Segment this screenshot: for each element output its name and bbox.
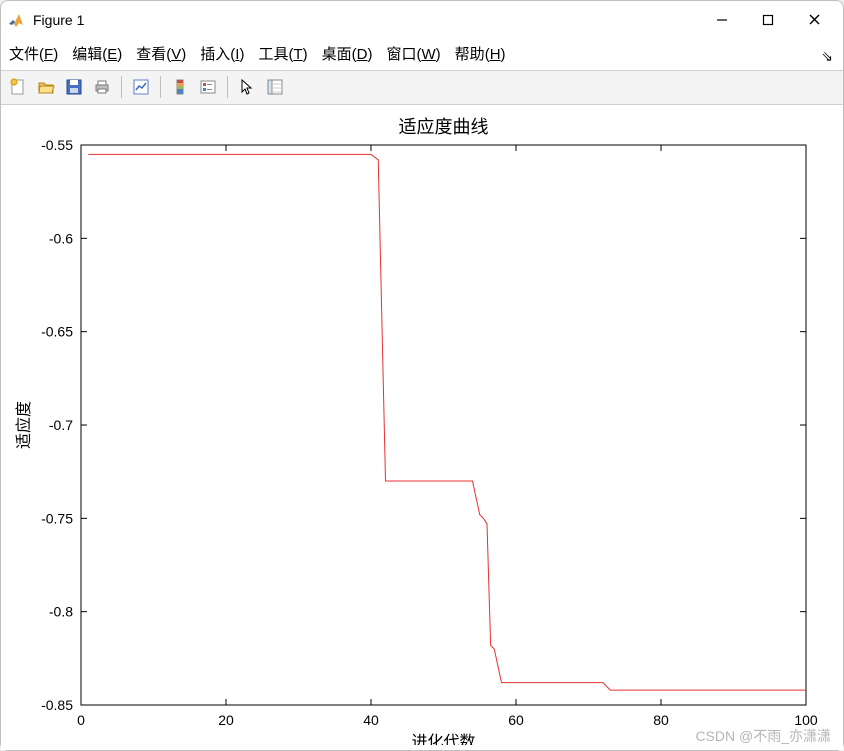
axes: 020406080100-0.85-0.8-0.75-0.7-0.65-0.6-… [1,105,843,745]
menu-tools[interactable]: 工具(T) [258,43,307,64]
svg-text:-0.65: -0.65 [41,324,73,340]
close-button[interactable] [791,4,837,36]
watermark-text: CSDN @不雨_亦潇潇 [695,726,831,746]
svg-text:进化代数: 进化代数 [411,733,475,745]
maximize-button[interactable] [745,4,791,36]
svg-text:40: 40 [363,712,379,728]
menu-edit[interactable]: 编辑(E) [72,43,122,64]
new-figure-icon[interactable] [5,74,31,100]
svg-text:适应度: 适应度 [14,401,33,449]
insert-legend-icon[interactable] [195,74,221,100]
menu-file[interactable]: 文件(F) [9,43,58,64]
svg-text:-0.8: -0.8 [49,604,73,620]
svg-text:60: 60 [508,712,524,728]
window-title: Figure 1 [33,12,84,28]
save-icon[interactable] [61,74,87,100]
print-icon[interactable] [89,74,115,100]
menubar: 文件(F) 编辑(E) 查看(V) 插入(I) 工具(T) 桌面(D) 窗口(W… [1,38,843,69]
menu-view[interactable]: 查看(V) [136,43,186,64]
figure-canvas[interactable]: 020406080100-0.85-0.8-0.75-0.7-0.65-0.6-… [1,105,843,750]
matlab-icon [7,11,25,29]
figure-window: Figure 1 文件(F) 编辑(E) 查看(V) 插入(I) 工具(T) 桌… [0,0,844,751]
svg-text:-0.75: -0.75 [41,510,73,526]
svg-text:-0.55: -0.55 [41,137,73,153]
minimize-button[interactable] [699,4,745,36]
svg-text:-0.6: -0.6 [49,230,73,246]
svg-text:-0.7: -0.7 [49,417,73,433]
svg-text:0: 0 [77,712,85,728]
svg-text:-0.85: -0.85 [41,697,73,713]
titlebar: Figure 1 [1,1,843,38]
edit-plot-pointer-icon[interactable] [234,74,260,100]
toolbar-separator [227,76,228,98]
menu-help[interactable]: 帮助(H) [455,43,506,64]
svg-text:适应度曲线: 适应度曲线 [399,117,489,137]
menu-insert[interactable]: 插入(I) [200,43,244,64]
toolbar-separator [121,76,122,98]
svg-text:80: 80 [653,712,669,728]
link-plot-icon[interactable] [128,74,154,100]
toolbar-separator [160,76,161,98]
open-property-inspector-icon[interactable] [262,74,288,100]
open-icon[interactable] [33,74,59,100]
menu-desktop[interactable]: 桌面(D) [322,43,373,64]
window-controls [699,4,837,36]
menu-window[interactable]: 窗口(W) [386,43,440,64]
menubar-dock-arrow-icon[interactable]: ⇘ [821,48,833,65]
svg-text:20: 20 [218,712,234,728]
toolbar [1,70,843,105]
insert-colorbar-icon[interactable] [167,74,193,100]
